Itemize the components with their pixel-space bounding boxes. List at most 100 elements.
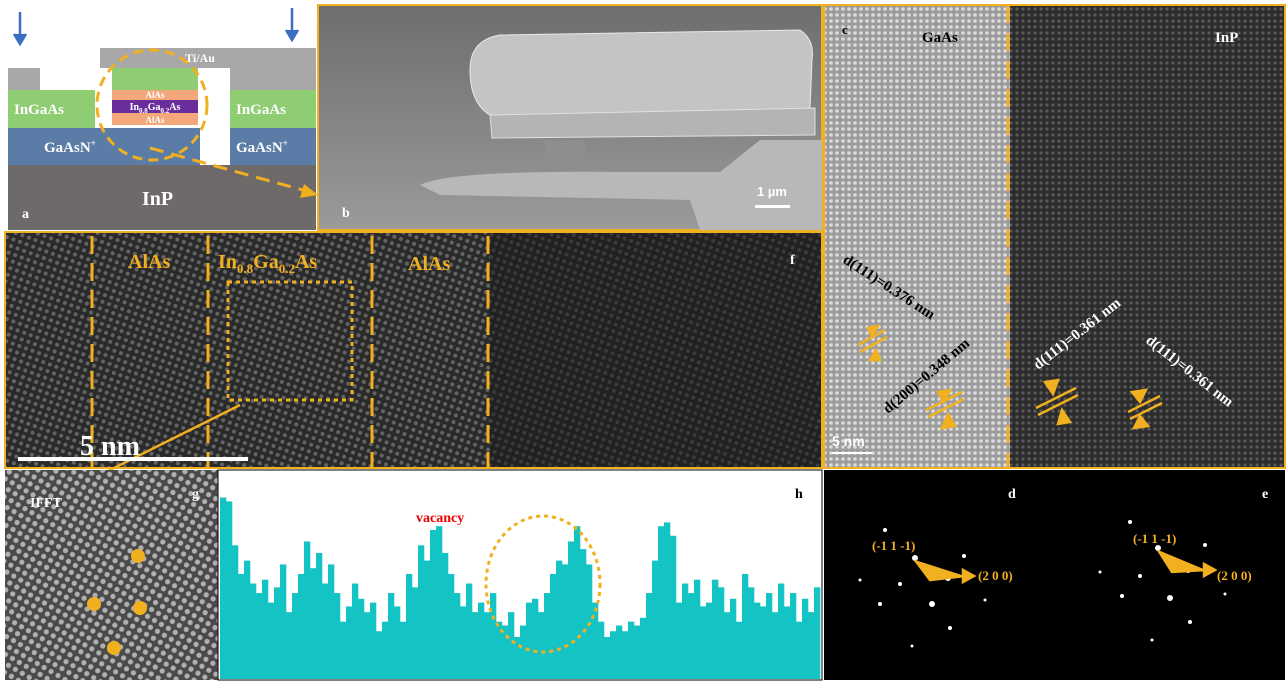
profile-bar bbox=[232, 545, 238, 679]
profile-bar bbox=[436, 526, 442, 679]
profile-bar bbox=[622, 631, 628, 679]
profile-bar bbox=[382, 622, 388, 679]
profile-bar bbox=[550, 574, 556, 679]
layer-label: InP bbox=[142, 188, 173, 210]
profile-bar bbox=[280, 564, 286, 679]
profile-bar bbox=[334, 593, 340, 679]
profile-bar bbox=[670, 536, 676, 679]
profile-bar bbox=[658, 526, 664, 679]
profile-bar bbox=[442, 553, 448, 679]
profile-bar bbox=[736, 622, 742, 679]
profile-bar bbox=[772, 612, 778, 679]
panel-label: a bbox=[22, 207, 29, 222]
profile-bar bbox=[586, 564, 592, 679]
profile-bar bbox=[358, 599, 364, 679]
profile-bar bbox=[508, 612, 514, 679]
scale-label: 5 nm bbox=[80, 431, 140, 462]
profile-bar bbox=[238, 574, 244, 679]
profile-bar bbox=[580, 549, 586, 679]
profile-bar bbox=[652, 561, 658, 679]
profile-bar bbox=[712, 580, 718, 679]
panel-h: vacancy h bbox=[218, 470, 822, 680]
panel-a: Ti/Au InGaAs InGaAs AlAs In0.8Ga0.2As Al… bbox=[8, 8, 318, 230]
profile-bar bbox=[388, 593, 394, 679]
profile-bar bbox=[706, 603, 712, 679]
profile-bar bbox=[574, 526, 580, 679]
panel-label: g bbox=[192, 487, 199, 502]
layer-label: In0.8Ga0.2As bbox=[218, 251, 317, 276]
profile-bar bbox=[784, 606, 790, 679]
figure: Ti/Au InGaAs InGaAs AlAs In0.8Ga0.2As Al… bbox=[0, 0, 1287, 681]
annotation: vacancy bbox=[416, 511, 464, 526]
profile-bar bbox=[796, 622, 802, 679]
profile-bar bbox=[718, 587, 724, 679]
panel-label: d bbox=[1008, 487, 1016, 502]
layer-label: Ti/Au bbox=[185, 51, 215, 65]
profile-bar bbox=[598, 622, 604, 679]
profile-bar bbox=[478, 603, 484, 679]
scale-label: 1 µm bbox=[757, 184, 787, 199]
profile-bar bbox=[664, 522, 670, 679]
profile-bar bbox=[634, 626, 640, 679]
panel-label: h bbox=[795, 487, 803, 502]
material-label: GaAs bbox=[922, 30, 958, 46]
profile-bar bbox=[256, 593, 262, 679]
layer-label: GaAsN+ bbox=[44, 138, 96, 156]
spot-label: (2 0 0) bbox=[978, 568, 1013, 583]
panel-c: c GaAs InP d(111)=0.376 nm d(200)=0.348 … bbox=[824, 5, 1285, 468]
spot-label: (-1 1 -1) bbox=[1133, 531, 1176, 546]
profile-bar bbox=[460, 606, 466, 679]
panel-title: IFFT bbox=[30, 496, 63, 511]
layer-label: AlAs bbox=[408, 253, 450, 275]
panel-label: e bbox=[1262, 487, 1268, 502]
profile-bar bbox=[490, 593, 496, 679]
scale-label: 5 nm bbox=[832, 433, 865, 449]
profile-bar bbox=[646, 593, 652, 679]
profile-bar bbox=[538, 612, 544, 679]
profile-bar bbox=[676, 603, 682, 679]
profile-bar bbox=[376, 631, 382, 679]
profile-bar bbox=[688, 593, 694, 679]
profile-bar bbox=[592, 603, 598, 679]
profile-bar bbox=[724, 612, 730, 679]
profile-bar bbox=[472, 612, 478, 679]
panel-g: IFFT g bbox=[5, 470, 218, 680]
profile-bar bbox=[568, 541, 574, 679]
profile-bar bbox=[484, 612, 490, 679]
panel-d: (-1 1 -1) (2 0 0) d (-1 1 -1) (2 0 0) e bbox=[824, 470, 1285, 680]
profile-bar bbox=[754, 603, 760, 679]
panel-label: b bbox=[342, 206, 350, 221]
profile-bar bbox=[400, 622, 406, 679]
profile-bar bbox=[268, 603, 274, 679]
profile-bar bbox=[340, 622, 346, 679]
profile-bar bbox=[682, 584, 688, 680]
profile-bar bbox=[262, 580, 268, 679]
spot-label: (-1 1 -1) bbox=[872, 538, 915, 553]
profile-bar bbox=[304, 541, 310, 679]
profile-bar bbox=[748, 587, 754, 679]
profile-bar bbox=[364, 612, 370, 679]
profile-bar bbox=[322, 584, 328, 680]
profile-bar bbox=[226, 501, 232, 679]
panel-label: f bbox=[790, 253, 795, 268]
profile-bar bbox=[394, 606, 400, 679]
profile-bar bbox=[250, 584, 256, 680]
profile-bar bbox=[298, 574, 304, 679]
profile-bar bbox=[616, 626, 622, 679]
profile-bar bbox=[274, 587, 280, 679]
panel-f: AlAs In0.8Ga0.2As AlAs f 5 nm bbox=[5, 232, 822, 492]
profile-bar bbox=[790, 593, 796, 679]
profile-bar bbox=[526, 603, 532, 679]
profile-bar bbox=[316, 553, 322, 679]
profile-bar bbox=[778, 584, 784, 680]
profile-bar bbox=[700, 606, 706, 679]
profile-bar bbox=[412, 587, 418, 679]
layer-label: AlAs bbox=[128, 251, 170, 273]
panel-label: c bbox=[842, 22, 848, 37]
layer-label: AlAs bbox=[145, 90, 164, 100]
profile-bar bbox=[310, 568, 316, 679]
profile-bar bbox=[544, 593, 550, 679]
profile-bar bbox=[328, 564, 334, 679]
profile-bar bbox=[418, 545, 424, 679]
profile-bar bbox=[556, 561, 562, 679]
